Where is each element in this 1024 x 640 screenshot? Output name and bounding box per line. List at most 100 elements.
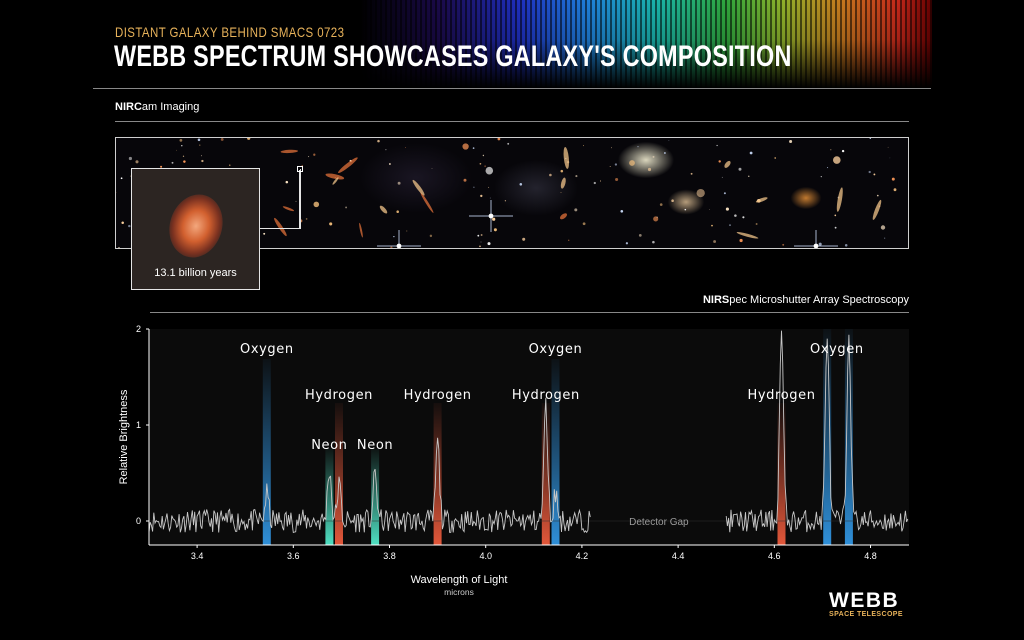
star bbox=[522, 237, 526, 241]
arc-galaxy bbox=[560, 177, 566, 189]
star bbox=[388, 163, 391, 165]
emission-label-hydrogen: Hydrogen bbox=[404, 388, 472, 403]
star bbox=[696, 188, 705, 198]
diffraction-spike-star bbox=[377, 230, 421, 248]
arc-galaxy bbox=[420, 192, 434, 213]
star bbox=[820, 175, 822, 178]
spectrum-trace bbox=[725, 330, 909, 533]
star bbox=[199, 144, 201, 146]
x-tick-label: 4.8 bbox=[864, 551, 877, 561]
star bbox=[560, 192, 562, 193]
arc-galaxy bbox=[280, 149, 298, 154]
star bbox=[614, 163, 618, 166]
star bbox=[582, 222, 586, 226]
star bbox=[729, 224, 731, 226]
arc-galaxy bbox=[379, 205, 388, 214]
star bbox=[884, 237, 886, 239]
star bbox=[160, 165, 163, 168]
star bbox=[574, 208, 578, 212]
star bbox=[200, 155, 203, 157]
star bbox=[600, 180, 601, 182]
emission-band-hydrogen bbox=[541, 403, 550, 545]
emission-label-neon: Neon bbox=[357, 438, 393, 453]
star bbox=[479, 162, 482, 165]
emission-band-hydrogen bbox=[777, 403, 786, 545]
emission-label-neon: Neon bbox=[311, 438, 347, 453]
star bbox=[834, 214, 837, 217]
star bbox=[487, 242, 491, 246]
arc-galaxy bbox=[736, 232, 759, 239]
star bbox=[659, 203, 663, 206]
inset-caption: 13.1 billion years bbox=[154, 267, 237, 279]
star bbox=[738, 167, 742, 171]
spectroscopy-label-rest: pec Microshutter Array Spectroscopy bbox=[729, 294, 909, 306]
star bbox=[749, 151, 753, 155]
emission-band-oxygen bbox=[262, 359, 271, 545]
star bbox=[507, 142, 510, 145]
star bbox=[549, 173, 552, 177]
star bbox=[329, 222, 333, 226]
star bbox=[891, 177, 895, 181]
star-field bbox=[116, 138, 897, 248]
star bbox=[301, 164, 303, 167]
star bbox=[128, 224, 131, 228]
star bbox=[818, 242, 822, 246]
arc-galaxy bbox=[559, 213, 568, 220]
star bbox=[668, 140, 670, 141]
x-tick-label: 4.2 bbox=[576, 551, 589, 561]
star bbox=[615, 177, 619, 182]
star bbox=[406, 230, 408, 232]
arc-galaxy bbox=[755, 197, 768, 203]
arc-galaxy bbox=[836, 187, 843, 212]
emission-label-hydrogen: Hydrogen bbox=[512, 388, 580, 403]
star bbox=[629, 160, 635, 166]
star bbox=[385, 149, 387, 151]
star bbox=[482, 154, 485, 157]
star bbox=[489, 197, 491, 199]
star bbox=[671, 199, 674, 202]
y-tick-label: 1 bbox=[136, 420, 141, 430]
emission-band-neon bbox=[325, 449, 334, 545]
emission-band-neon bbox=[371, 449, 380, 545]
emission-band-oxygen bbox=[844, 329, 853, 545]
star bbox=[593, 181, 596, 185]
star bbox=[748, 175, 750, 177]
star bbox=[568, 239, 570, 241]
star bbox=[718, 160, 721, 163]
star bbox=[663, 152, 666, 154]
star bbox=[827, 167, 829, 169]
star bbox=[620, 209, 624, 213]
star bbox=[405, 147, 406, 148]
star bbox=[868, 170, 871, 174]
star bbox=[181, 145, 183, 147]
star bbox=[841, 149, 845, 153]
arc-galaxy bbox=[338, 157, 358, 173]
star bbox=[377, 139, 380, 143]
arc-galaxy bbox=[724, 160, 731, 168]
star bbox=[396, 210, 399, 213]
star bbox=[711, 224, 713, 227]
arc-galaxy bbox=[563, 146, 570, 169]
arc-galaxy bbox=[282, 206, 295, 212]
star bbox=[182, 155, 185, 157]
galaxy-location-marker bbox=[297, 166, 303, 172]
imaging-section-label: NIRCam Imaging bbox=[115, 101, 199, 113]
star bbox=[755, 223, 758, 225]
x-tick-label: 4.6 bbox=[768, 551, 781, 561]
imaging-label-rest: am Imaging bbox=[141, 101, 200, 113]
arc-galaxy bbox=[872, 199, 882, 220]
star bbox=[171, 161, 174, 164]
star bbox=[431, 168, 433, 169]
emission-label-oxygen: Oxygen bbox=[529, 342, 583, 357]
star bbox=[477, 234, 480, 237]
star bbox=[201, 159, 204, 163]
star bbox=[295, 200, 297, 202]
y-tick-label: 0 bbox=[136, 516, 141, 526]
arc-galaxy bbox=[359, 222, 363, 238]
emission-band-hydrogen bbox=[433, 403, 442, 545]
star bbox=[179, 139, 183, 142]
star bbox=[830, 149, 832, 151]
star bbox=[462, 143, 469, 150]
star bbox=[833, 156, 841, 164]
star bbox=[120, 177, 123, 180]
